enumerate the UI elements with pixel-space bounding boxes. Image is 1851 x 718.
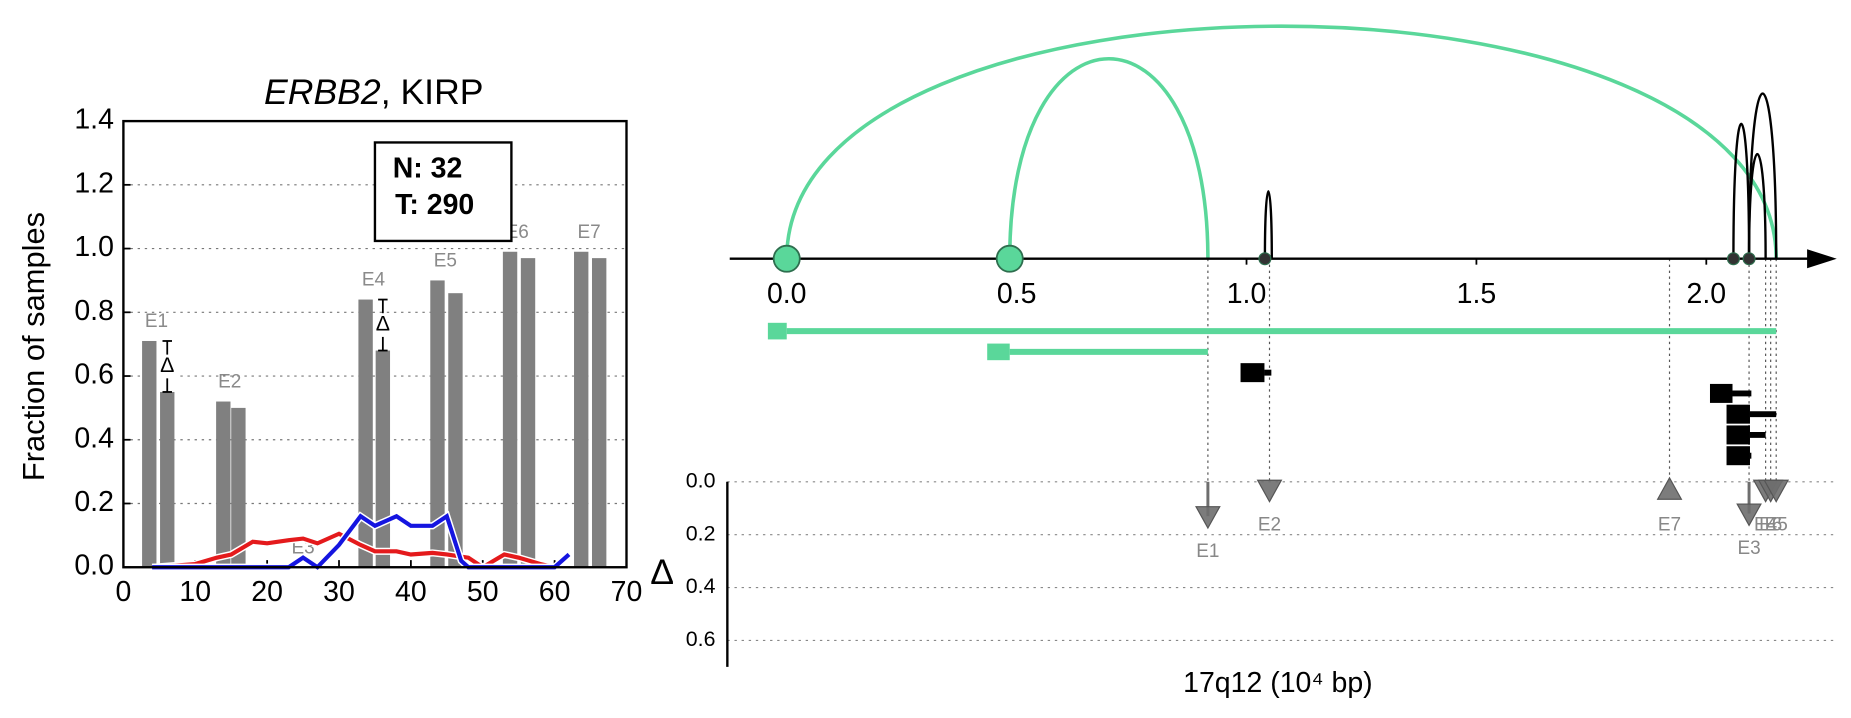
isoform-start bbox=[1726, 425, 1750, 445]
junction-arc bbox=[1007, 56, 1210, 259]
x-tick-label: 1.0 bbox=[1227, 278, 1267, 310]
exon-label: E2 bbox=[218, 372, 241, 393]
delta-exon-label: E6 bbox=[1759, 514, 1782, 535]
bar bbox=[358, 299, 373, 568]
delta-marker bbox=[1256, 479, 1283, 503]
delta-exon-label: E5 bbox=[1765, 514, 1788, 535]
sample-count: T: 290 bbox=[395, 189, 474, 221]
legend-box bbox=[373, 141, 513, 243]
delta-axis-label: Δ bbox=[650, 552, 674, 592]
isoform-start bbox=[1726, 404, 1750, 424]
isoform-start bbox=[987, 343, 1010, 361]
delta-exon-label: E7 bbox=[1658, 514, 1681, 535]
bar bbox=[520, 258, 536, 568]
delta-label-bg bbox=[157, 354, 177, 379]
x-tick-label: 0.5 bbox=[997, 278, 1037, 310]
x-tick-label: 0 bbox=[115, 576, 131, 608]
splice-site bbox=[1726, 252, 1740, 266]
x-tick-label: 50 bbox=[467, 576, 499, 608]
isoform-start bbox=[1726, 446, 1750, 466]
y-tick-label: 1.2 bbox=[74, 167, 114, 199]
splice-site bbox=[772, 244, 801, 273]
y-tick-label: 0.0 bbox=[74, 550, 114, 582]
exon-label: E5 bbox=[434, 250, 457, 271]
y-tick-label: 0.6 bbox=[686, 627, 716, 651]
x-tick-label: 1.5 bbox=[1457, 278, 1497, 310]
junction-arc bbox=[1732, 122, 1751, 259]
y-tick-label: 0.4 bbox=[686, 574, 716, 598]
exon-label: E1 bbox=[145, 311, 168, 332]
delta-exon-label: E2 bbox=[1258, 514, 1281, 535]
junction-arc bbox=[784, 24, 1778, 259]
delta-marker bbox=[1195, 506, 1221, 530]
bar bbox=[231, 407, 246, 568]
x-tick-label: 20 bbox=[251, 576, 283, 608]
bar bbox=[216, 401, 231, 568]
x-axis-label: 17q12 (10⁴ bp) bbox=[1183, 667, 1373, 699]
title-gene: ERBB2 bbox=[264, 72, 381, 112]
x-tick-label: 40 bbox=[395, 576, 427, 608]
delta-marker bbox=[1656, 476, 1683, 500]
axis-arrow bbox=[1807, 249, 1837, 269]
junction-arc bbox=[1747, 92, 1778, 259]
y-axis-label: Fraction of samples bbox=[16, 212, 51, 481]
y-tick-label: 1.0 bbox=[74, 231, 114, 263]
plot-frame bbox=[122, 119, 628, 569]
bar bbox=[448, 293, 463, 568]
x-tick-label: 0.0 bbox=[767, 278, 807, 310]
isoform-start bbox=[767, 322, 787, 340]
splice-site bbox=[1258, 252, 1272, 266]
data-line bbox=[151, 531, 556, 570]
delta-exon-label: E4 bbox=[1754, 514, 1777, 535]
splice-site bbox=[1742, 252, 1756, 266]
bar bbox=[591, 258, 607, 568]
bar bbox=[574, 251, 589, 568]
isoform-start bbox=[1709, 383, 1733, 403]
bar bbox=[160, 391, 175, 568]
bar bbox=[142, 340, 157, 568]
y-tick-label: 1.4 bbox=[74, 104, 114, 136]
y-tick-label: 0.0 bbox=[686, 468, 716, 492]
delta-exon-label: E1 bbox=[1196, 541, 1219, 562]
exon-label: E7 bbox=[578, 222, 601, 243]
delta-marker bbox=[1763, 479, 1790, 503]
sample-count: N: 32 bbox=[393, 152, 463, 184]
y-tick-label: 0.6 bbox=[74, 359, 114, 391]
exon-label: E4 bbox=[362, 270, 385, 291]
x-tick-label: 30 bbox=[323, 576, 355, 608]
x-tick-label: 2.0 bbox=[1687, 278, 1727, 310]
bar bbox=[430, 280, 445, 568]
splice-site bbox=[995, 244, 1024, 273]
isoform-start bbox=[1240, 363, 1265, 383]
y-tick-label: 0.4 bbox=[74, 422, 114, 454]
bar bbox=[502, 251, 518, 568]
x-tick-label: 70 bbox=[611, 576, 643, 608]
x-tick-label: 60 bbox=[539, 576, 571, 608]
y-tick-label: 0.2 bbox=[686, 521, 716, 545]
y-tick-label: 0.8 bbox=[74, 295, 114, 327]
delta-label: Δ bbox=[160, 353, 174, 377]
title-cohort: , KIRP bbox=[381, 72, 484, 112]
junction-arc bbox=[1263, 190, 1273, 259]
y-tick-label: 0.2 bbox=[74, 486, 114, 518]
bar bbox=[375, 350, 391, 568]
delta-label-bg bbox=[373, 313, 393, 337]
x-tick-label: 10 bbox=[179, 576, 211, 608]
delta-exon-label: E3 bbox=[1737, 538, 1760, 559]
delta-label: Δ bbox=[376, 312, 390, 336]
chart-title: ERBB2, KIRP bbox=[264, 72, 483, 112]
delta-marker bbox=[1736, 503, 1762, 527]
